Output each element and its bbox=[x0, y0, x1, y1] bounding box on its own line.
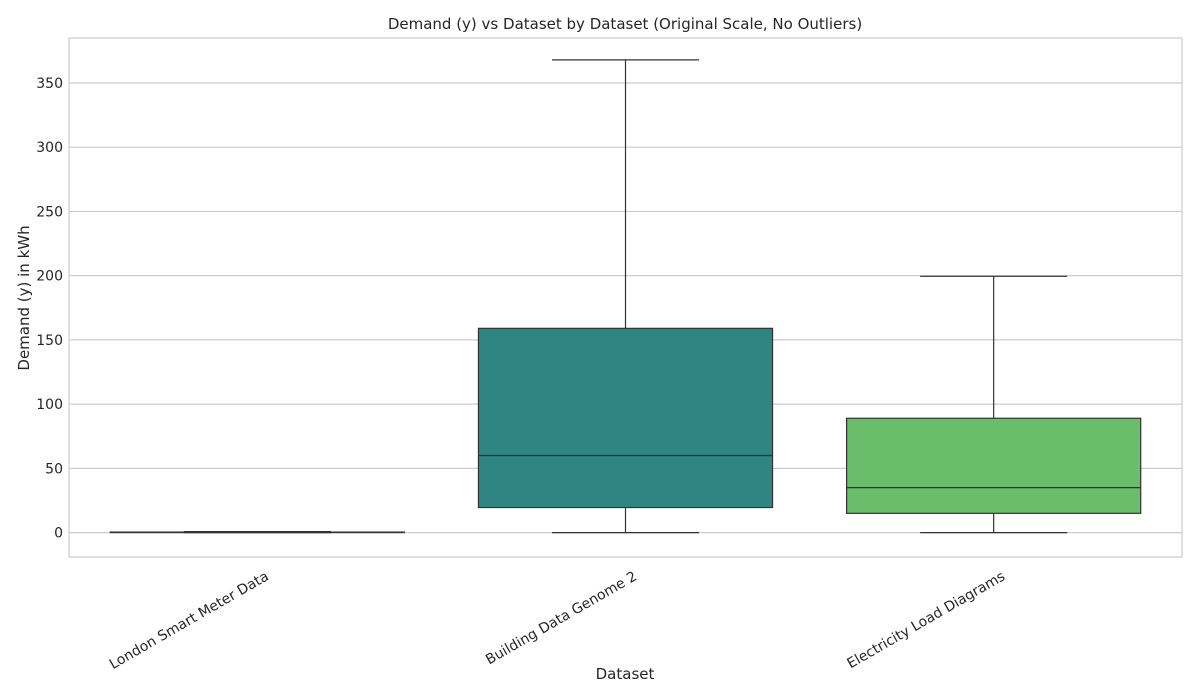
y-tick-label-0: 0 bbox=[54, 526, 63, 542]
box-1 bbox=[477, 59, 774, 534]
box-iqr bbox=[845, 417, 1142, 514]
y-tick-labels: 0 50 100 150 200 250 300 350 bbox=[36, 76, 63, 542]
y-tick-label-200: 200 bbox=[36, 269, 63, 285]
boxes bbox=[109, 59, 1142, 534]
y-tick-label-350: 350 bbox=[36, 76, 63, 92]
y-tick-label-300: 300 bbox=[36, 140, 63, 156]
y-tick-label-100: 100 bbox=[36, 397, 63, 413]
x-tick-label-2: Electricity Load Diagrams bbox=[845, 569, 1008, 673]
x-tick-label-0: London Smart Meter Data bbox=[107, 569, 272, 673]
box-iqr bbox=[477, 327, 774, 509]
x-axis-label: Dataset bbox=[596, 665, 655, 683]
y-axis-label: Demand (y) in kWh bbox=[15, 225, 33, 370]
box-2 bbox=[845, 275, 1142, 534]
y-tick-label-50: 50 bbox=[45, 461, 63, 477]
box-0 bbox=[109, 530, 406, 534]
x-tick-labels: London Smart Meter Data Building Data Gen… bbox=[107, 569, 1008, 673]
y-tick-label-150: 150 bbox=[36, 333, 63, 349]
x-tick-label-1: Building Data Genome 2 bbox=[483, 569, 640, 669]
chart-title: Demand (y) vs Dataset by Dataset (Origin… bbox=[388, 15, 862, 33]
y-tick-label-250: 250 bbox=[36, 204, 63, 220]
